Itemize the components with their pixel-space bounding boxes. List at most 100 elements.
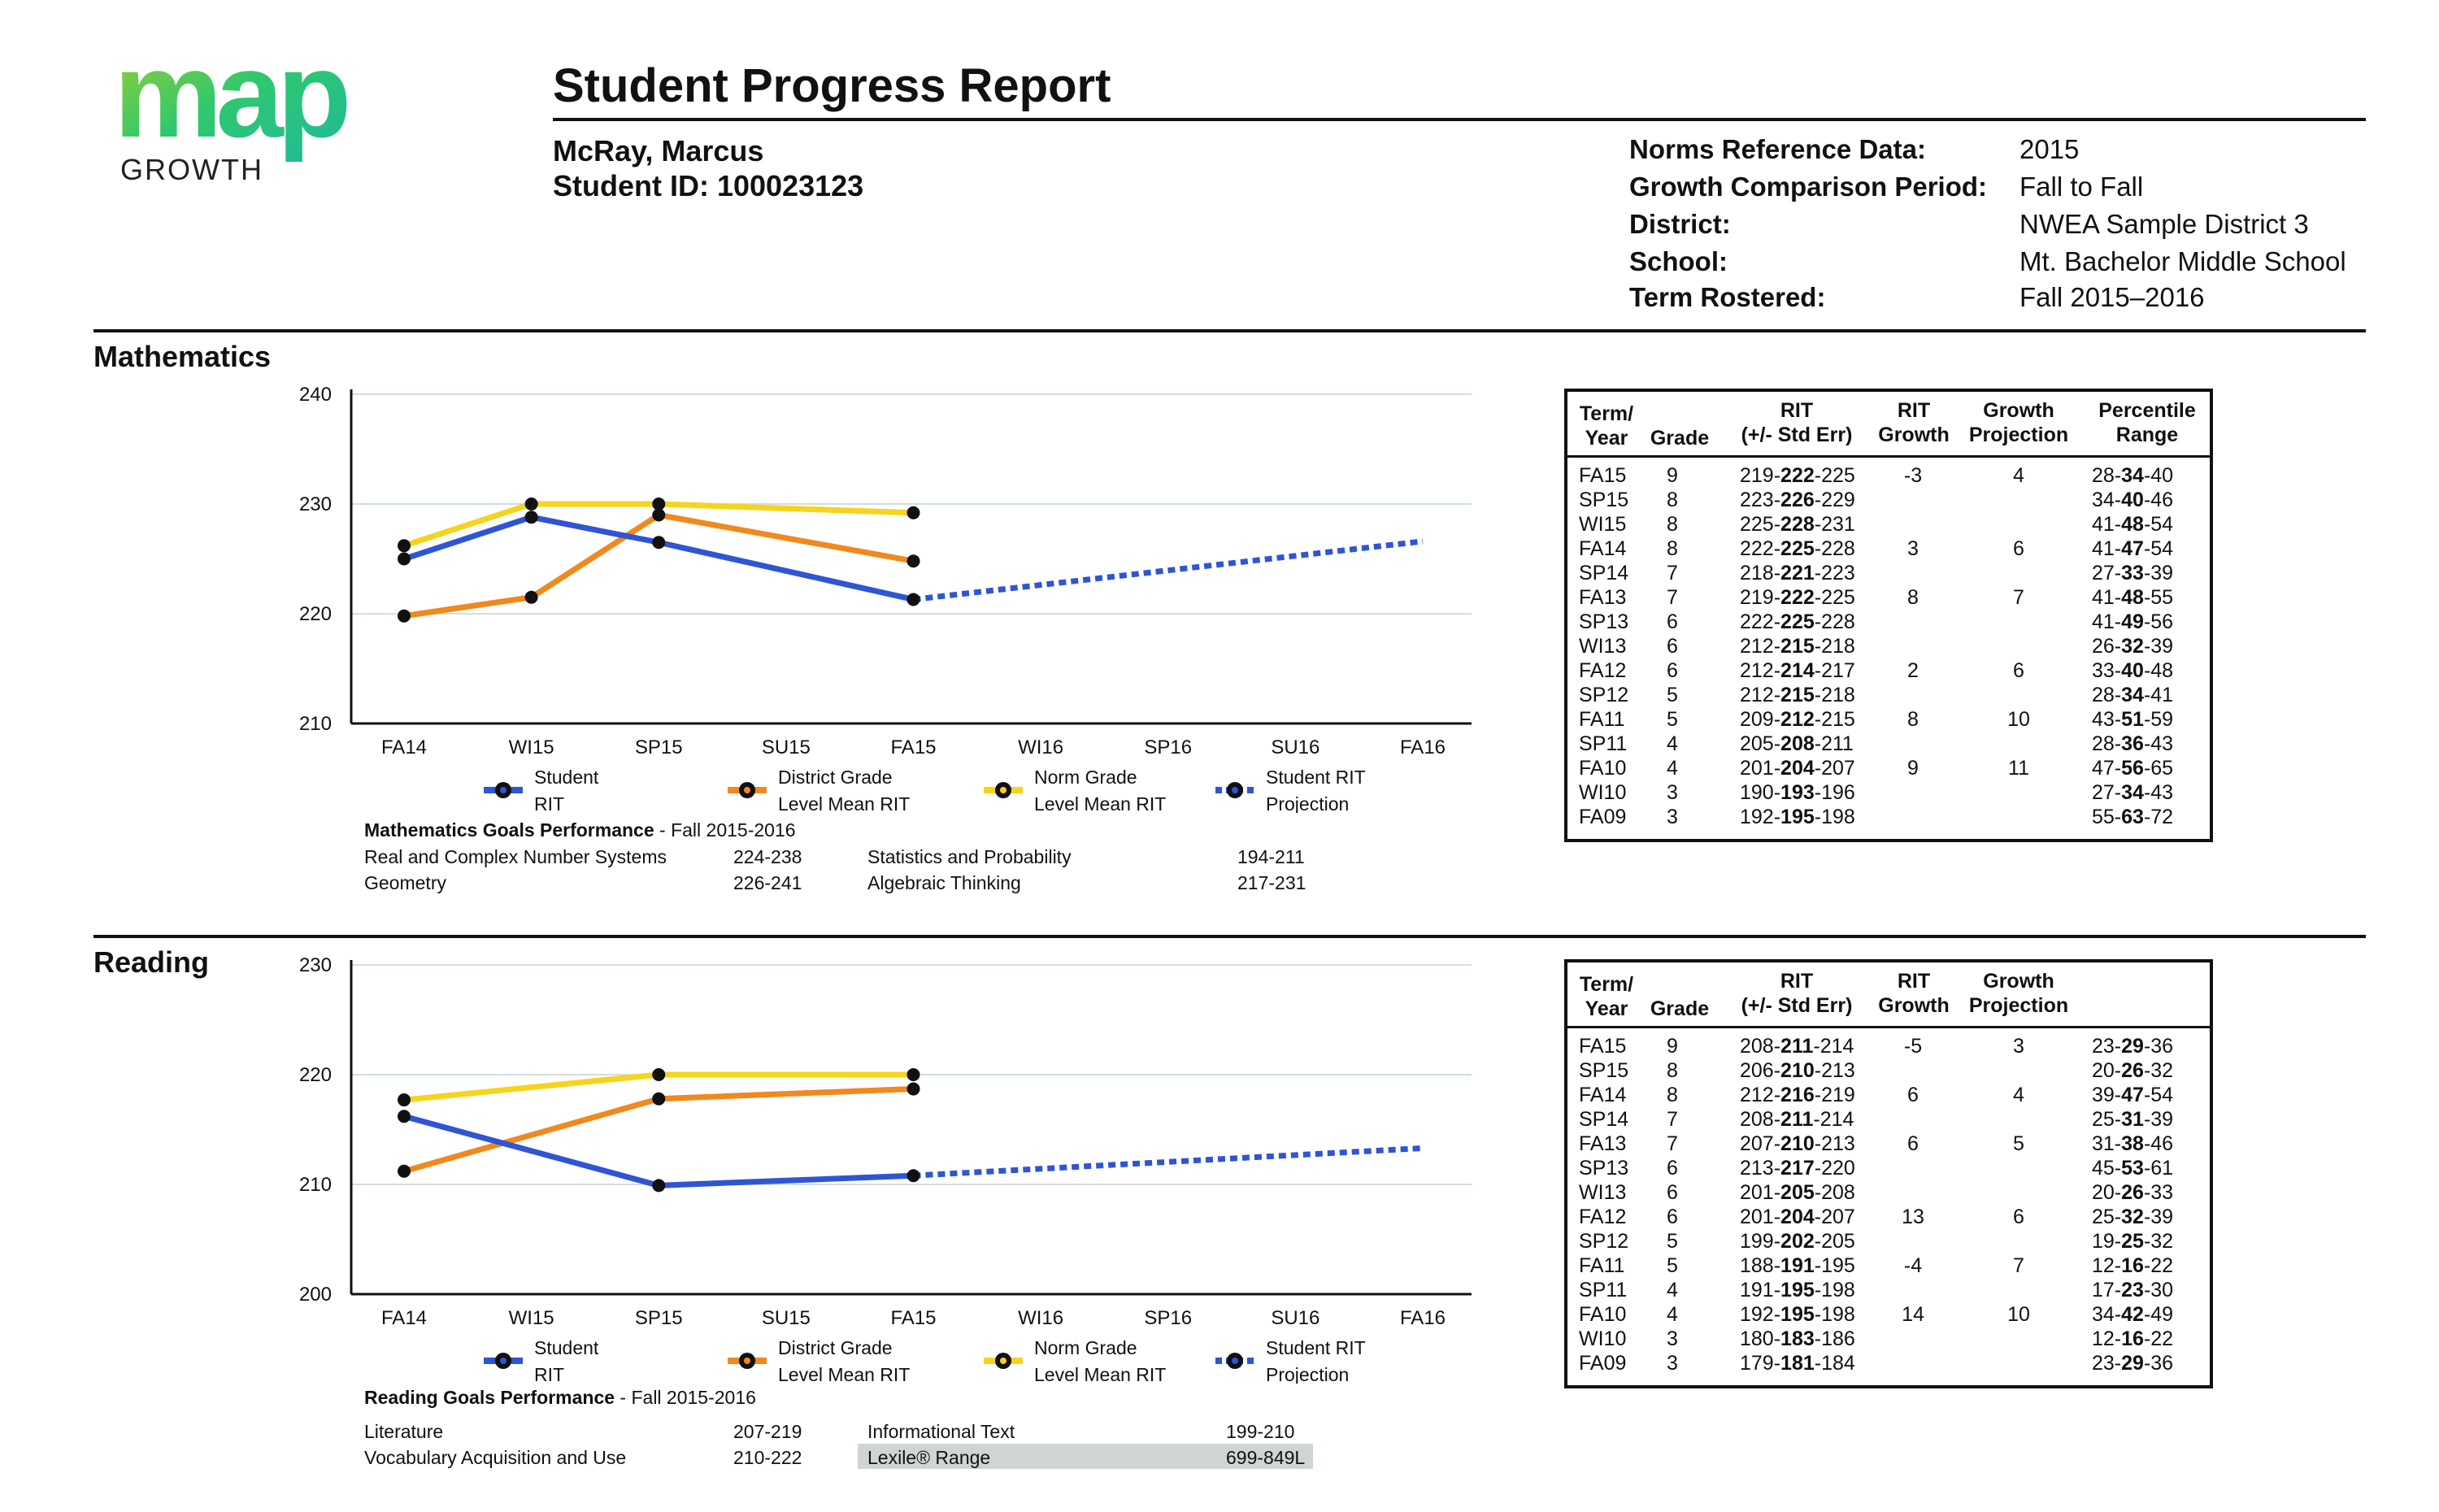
math-rit-low: 212- bbox=[1740, 659, 1781, 682]
reading-goal-range: 210-222 bbox=[733, 1447, 802, 1468]
math-table-row: WI15 8 225-228-231 41-48-54 bbox=[1567, 512, 2210, 537]
math-goal-range: 226-241 bbox=[733, 872, 802, 893]
reading-pct-score: 26 bbox=[2121, 1059, 2144, 1082]
math-data-point bbox=[652, 497, 666, 511]
reading-goal-range: 207-219 bbox=[733, 1421, 802, 1442]
math-cell-rit: 225-228-231 bbox=[1740, 512, 1855, 537]
reading-rit-score: 216 bbox=[1780, 1084, 1815, 1106]
reading-rit-high: -219 bbox=[1814, 1084, 1855, 1106]
reading-pct-low: 17- bbox=[2092, 1279, 2122, 1301]
math-pct-score: 49 bbox=[2121, 610, 2144, 633]
math-cell-rit: 219-222-225 bbox=[1740, 463, 1855, 488]
reading-rit-low: 180- bbox=[1740, 1327, 1781, 1350]
reading-rit-low: 212- bbox=[1740, 1084, 1781, 1106]
reading-table-header-rule bbox=[1567, 1026, 2210, 1028]
reading-cell-percentile: 17-23-30 bbox=[2092, 1278, 2173, 1302]
reading-rit-low: 208- bbox=[1740, 1035, 1781, 1058]
reading-rit-score: 195 bbox=[1780, 1279, 1815, 1301]
reading-cell-rit: 212-216-219 bbox=[1740, 1083, 1855, 1107]
reading-pct-score: 47 bbox=[2121, 1084, 2144, 1106]
math-rit-score: 212 bbox=[1780, 708, 1815, 731]
math-rit-score: 226 bbox=[1780, 489, 1815, 511]
reading-legend-label: Norm Grade bbox=[1034, 1337, 1137, 1358]
math-rit-low: 219- bbox=[1740, 586, 1781, 609]
reading-rit-high: -205 bbox=[1814, 1230, 1855, 1253]
reading-table-row: FA14 8 212-216-219 6 4 39-47-54 bbox=[1567, 1083, 2210, 1107]
reading-rit-score: 210 bbox=[1780, 1132, 1815, 1155]
reading-pct-score: 42 bbox=[2121, 1303, 2144, 1326]
reading-goal-name: Vocabulary Acquisition and Use bbox=[364, 1447, 627, 1468]
reading-cell-grade: 4 bbox=[1667, 1303, 1678, 1326]
reading-pct-high: -61 bbox=[2143, 1157, 2174, 1180]
math-table-row: FA11 5 209-212-215 8 10 43-51-59 bbox=[1567, 707, 2210, 732]
math-pct-high: -54 bbox=[2143, 537, 2174, 560]
reading-rit-low: 179- bbox=[1740, 1352, 1781, 1375]
math-goals-heading: Mathematics Goals Performance - Fall 201… bbox=[364, 819, 796, 841]
reading-chart: 200 210 220 230 FA14 WI15 SP15 SU15 FA15 WI16 SP16… bbox=[299, 954, 1472, 1384]
reading-pct-high: -22 bbox=[2143, 1254, 2174, 1277]
reading-table-header-growth-projection: Growth Projection bbox=[1958, 969, 2080, 1018]
reading-x-tick-label: FA15 bbox=[890, 1307, 936, 1329]
reading-cell-term: SP13 bbox=[1579, 1157, 1629, 1180]
reading-rit-low: 208- bbox=[1740, 1108, 1781, 1131]
math-table-row: FA15 9 219-222-225 -3 4 28-34-40 bbox=[1567, 463, 2210, 488]
math-rit-high: -231 bbox=[1814, 513, 1855, 536]
reading-legend-label: Projection bbox=[1266, 1364, 1349, 1384]
reading-cell-rit: 179-181-184 bbox=[1740, 1351, 1855, 1375]
math-table-row: FA13 7 219-222-225 8 7 41-48-55 bbox=[1567, 585, 2210, 610]
reading-table-row: WI10 3 180-183-186 12-16-22 bbox=[1567, 1327, 2210, 1351]
math-goal-name: Statistics and Probability bbox=[867, 846, 1072, 867]
reading-x-tick-label: SU15 bbox=[762, 1307, 811, 1329]
reading-pct-low: 45- bbox=[2092, 1157, 2122, 1180]
reading-cell-growth: 6 bbox=[1907, 1084, 1919, 1106]
meta-value-growth-period: Fall to Fall bbox=[2019, 172, 2144, 202]
math-goal-range: 217-231 bbox=[1237, 872, 1306, 893]
math-pct-score: 47 bbox=[2121, 537, 2144, 560]
math-cell-rit: 223-226-229 bbox=[1740, 488, 1855, 512]
reading-rit-score: 191 bbox=[1780, 1254, 1815, 1277]
math-cell-percentile: 41-48-55 bbox=[2092, 585, 2173, 610]
reading-pct-score: 25 bbox=[2121, 1230, 2144, 1253]
reading-data-point bbox=[906, 1068, 920, 1081]
reading-cell-rit: 213-217-220 bbox=[1740, 1156, 1855, 1180]
reading-y-tick-label: 220 bbox=[299, 1064, 332, 1086]
math-cell-growth: -3 bbox=[1903, 464, 1923, 487]
reading-legend-item: District Grade Level Mean RIT bbox=[728, 1337, 910, 1384]
math-x-tick-label: WI16 bbox=[1018, 736, 1063, 758]
reading-cell-percentile: 23-29-36 bbox=[2092, 1034, 2173, 1058]
math-table-header-term-year: Term/Year bbox=[1570, 402, 1643, 450]
reading-pct-high: -36 bbox=[2143, 1352, 2174, 1375]
math-data-point bbox=[524, 497, 538, 511]
math-table-header-growth-projection: Growth Projection bbox=[1958, 398, 2080, 447]
reading-data-point bbox=[652, 1179, 666, 1193]
reading-rit-low: 191- bbox=[1740, 1279, 1781, 1301]
math-table-header-text: Percentile bbox=[2098, 399, 2196, 422]
reading-cell-growth: 14 bbox=[1902, 1303, 1924, 1326]
math-pct-score: 33 bbox=[2121, 562, 2144, 584]
reading-table-header-rit-growth: RIT Growth bbox=[1869, 969, 1959, 1018]
page-title: Student Progress Report bbox=[553, 59, 1111, 112]
math-table-header-text: Range bbox=[2115, 424, 2179, 446]
reading-rit-score: 211 bbox=[1780, 1035, 1814, 1058]
reading-cell-grade: 8 bbox=[1667, 1084, 1678, 1106]
reading-cell-grade: 4 bbox=[1667, 1279, 1678, 1301]
reading-data-point bbox=[398, 1093, 411, 1107]
math-rit-high: -218 bbox=[1814, 684, 1855, 706]
reading-goals-heading: Reading Goals Performance - Fall 2015-20… bbox=[364, 1387, 756, 1409]
reading-data-point bbox=[906, 1169, 920, 1183]
reading-goals-term: - Fall 2015-2016 bbox=[615, 1387, 756, 1408]
math-pct-high: -40 bbox=[2143, 464, 2174, 487]
reading-table-header-text: Growth bbox=[1878, 994, 1950, 1017]
math-table-header-text: Year bbox=[1585, 427, 1628, 450]
reading-legend-label: Level Mean RIT bbox=[778, 1364, 910, 1384]
math-cell-grade: 6 bbox=[1667, 610, 1678, 633]
reading-cell-grade: 9 bbox=[1667, 1035, 1678, 1058]
math-table-row: FA09 3 192-195-198 55-63-72 bbox=[1567, 805, 2210, 829]
reading-rit-high: -220 bbox=[1814, 1157, 1855, 1180]
math-cell-term: FA13 bbox=[1579, 586, 1627, 609]
reading-legend-item: Norm Grade Level Mean RIT bbox=[984, 1337, 1166, 1384]
math-cell-term: FA09 bbox=[1579, 806, 1627, 828]
math-rit-low: 201- bbox=[1740, 757, 1781, 780]
math-pct-high: -43 bbox=[2143, 781, 2174, 804]
reading-cell-term: FA13 bbox=[1579, 1132, 1627, 1155]
